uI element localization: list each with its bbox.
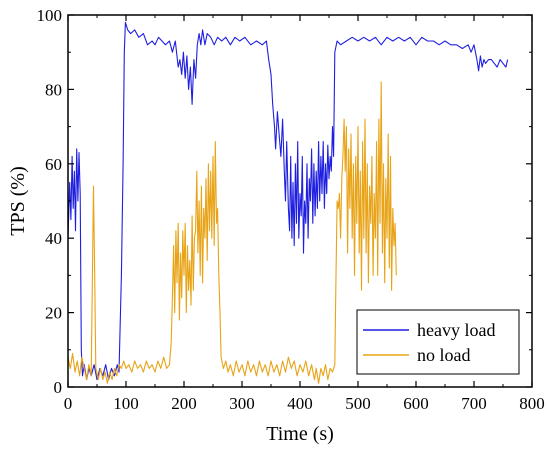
- x-tick-label: 200: [171, 394, 197, 413]
- x-tick-label: 400: [287, 394, 313, 413]
- y-tick-label: 60: [45, 155, 62, 174]
- x-axis-ticks: 0 100 200 300 400 500 600 700 800: [64, 15, 545, 413]
- x-tick-label: 500: [345, 394, 371, 413]
- y-axis-label: TPS (%): [7, 166, 29, 235]
- x-axis-label: Time (s): [266, 423, 334, 445]
- y-tick-label: 0: [54, 378, 63, 397]
- x-tick-label: 100: [113, 394, 139, 413]
- series-line-heavy-load: [68, 21, 509, 381]
- y-tick-label: 20: [45, 304, 62, 323]
- legend-box: [356, 309, 520, 375]
- series-layer: [68, 21, 509, 384]
- x-tick-label: 300: [229, 394, 255, 413]
- legend-label: no load: [417, 345, 471, 365]
- legend-label: heavy load: [417, 320, 495, 340]
- x-tick-label: 600: [403, 394, 429, 413]
- y-tick-label: 80: [45, 80, 62, 99]
- y-tick-label: 40: [45, 229, 62, 248]
- x-tick-label: 0: [64, 394, 73, 413]
- legend: heavy load no load: [356, 309, 520, 375]
- y-axis-ticks: 0 20 40 60 80 100: [37, 6, 532, 397]
- x-tick-label: 800: [519, 394, 545, 413]
- y-tick-label: 100: [37, 6, 63, 25]
- series-line-no-load: [68, 81, 397, 384]
- x-tick-label: 700: [461, 394, 487, 413]
